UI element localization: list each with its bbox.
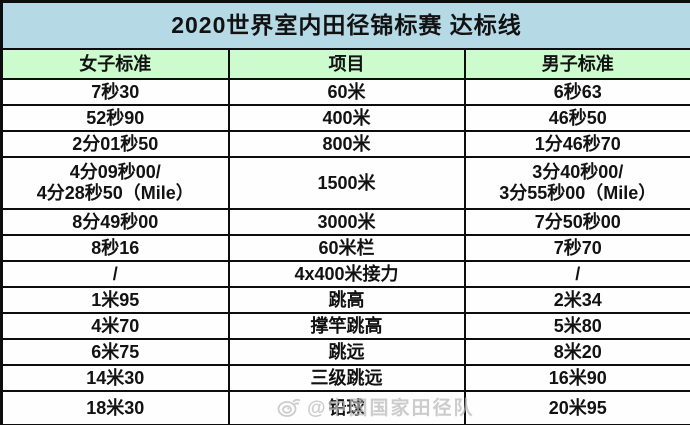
- cell-women-standard: 14米30: [0, 364, 230, 392]
- table-row: 8秒16 60米栏 7秒70: [0, 234, 690, 262]
- cell-women-standard: 6米75: [0, 338, 230, 366]
- cell-event: 3000米: [227, 208, 466, 236]
- col-header-women: 女子标准: [0, 48, 230, 80]
- cell-men-standard: 3分40秒00/ 3分55秒00（Mile）: [463, 156, 690, 210]
- cell-event: 60米: [227, 78, 466, 106]
- cell-women-standard: 7秒30: [0, 78, 230, 106]
- cell-women-standard: 18米30: [0, 390, 230, 425]
- table-header-row: 女子标准 项目 男子标准: [0, 48, 690, 80]
- cell-men-standard: 6秒63: [463, 78, 690, 106]
- table-row: 4分09秒00/ 4分28秒50（Mile） 1500米 3分40秒00/ 3分…: [0, 156, 690, 210]
- cell-women-standard: 8分49秒00: [0, 208, 230, 236]
- col-header-men: 男子标准: [463, 48, 690, 80]
- table-row: 14米30 三级跳远 16米90: [0, 364, 690, 392]
- cell-men-standard: 20米95: [463, 390, 690, 425]
- cell-event: 4x400米接力: [227, 260, 466, 288]
- cell-men-standard: 2米34: [463, 286, 690, 314]
- table-row: 18米30 铅球 20米95: [0, 390, 690, 425]
- table-row: 6米75 跳远 8米20: [0, 338, 690, 366]
- table-row: 4米70 撑竿跳高 5米80: [0, 312, 690, 340]
- cell-event: 800米: [227, 130, 466, 158]
- cell-event: 60米栏: [227, 234, 466, 262]
- cell-men-standard: 1分46秒70: [463, 130, 690, 158]
- cell-event: 跳高: [227, 286, 466, 314]
- cell-women-standard: 4米70: [0, 312, 230, 340]
- cell-event: 撑竿跳高: [227, 312, 466, 340]
- table-row: 2分01秒50 800米 1分46秒70: [0, 130, 690, 158]
- cell-event: 铅球: [227, 390, 466, 425]
- table-row: 7秒30 60米 6秒63: [0, 78, 690, 106]
- cell-men-standard: 5米80: [463, 312, 690, 340]
- table-row: 1米95 跳高 2米34: [0, 286, 690, 314]
- cell-men-standard: 8米20: [463, 338, 690, 366]
- table-title-row: 2020世界室内田径锦标赛 达标线: [0, 0, 690, 50]
- cell-event: 1500米: [227, 156, 466, 210]
- cell-men-standard: 16米90: [463, 364, 690, 392]
- table-row: / 4x400米接力 /: [0, 260, 690, 288]
- cell-men-standard: 7分50秒00: [463, 208, 690, 236]
- cell-women-standard: /: [0, 260, 230, 288]
- cell-men-standard: 7秒70: [463, 234, 690, 262]
- cell-men-standard: 46秒50: [463, 104, 690, 132]
- table-title: 2020世界室内田径锦标赛 达标线: [0, 0, 690, 50]
- cell-event: 三级跳远: [227, 364, 466, 392]
- table-row: 52秒90 400米 46秒50: [0, 104, 690, 132]
- cell-men-standard: /: [463, 260, 690, 288]
- cell-women-standard: 8秒16: [0, 234, 230, 262]
- table-row: 8分49秒00 3000米 7分50秒00: [0, 208, 690, 236]
- col-header-event: 项目: [227, 48, 466, 80]
- cell-women-standard: 1米95: [0, 286, 230, 314]
- cell-women-standard: 4分09秒00/ 4分28秒50（Mile）: [0, 156, 230, 210]
- cell-women-standard: 2分01秒50: [0, 130, 230, 158]
- cell-women-standard: 52秒90: [0, 104, 230, 132]
- cell-event: 跳远: [227, 338, 466, 366]
- cell-event: 400米: [227, 104, 466, 132]
